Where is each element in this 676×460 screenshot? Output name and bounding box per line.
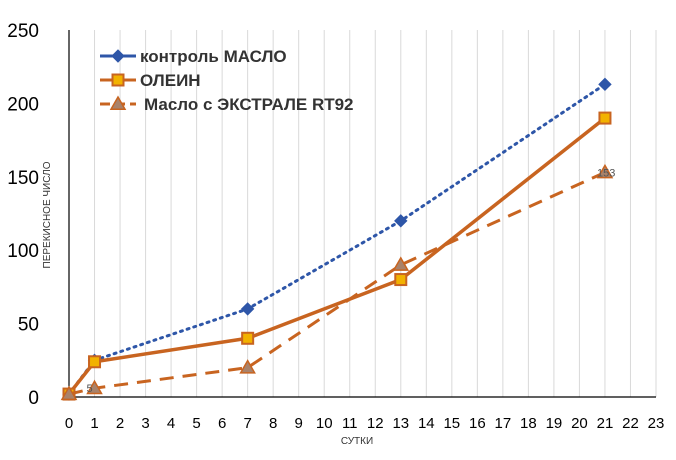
legend-entry-2: ОЛЕИН [100, 71, 201, 90]
x-tick-label: 21 [597, 415, 614, 432]
data-point [88, 355, 102, 369]
x-tick-label: 17 [495, 415, 512, 432]
x-tick-label: 2 [116, 415, 124, 432]
x-tick-label: 14 [418, 415, 435, 432]
legend-entry-1: контроль МАСЛО [100, 47, 287, 66]
x-tick-label: 3 [141, 415, 149, 432]
x-tick-label: 15 [443, 415, 460, 432]
y-tick-label: 0 [28, 388, 39, 409]
data-labels: 5 153 [87, 167, 616, 395]
data-point [60, 385, 78, 401]
data-point [239, 359, 256, 374]
series-3 [60, 163, 614, 401]
y-tick-label: 150 [7, 168, 39, 189]
x-tick-label: 18 [520, 415, 537, 432]
y-tick-label: 50 [18, 315, 39, 336]
x-tick-label: 10 [316, 415, 333, 432]
data-point [241, 331, 255, 345]
legend-swatch-marker [111, 73, 125, 87]
x-tick-label: 6 [218, 415, 226, 432]
y-axis-title: ПЕРЕКИСНОЕ ЧИСЛО [42, 161, 53, 268]
x-tick-label: 20 [571, 415, 588, 432]
legend-swatch-marker [109, 95, 127, 110]
series-line [68, 171, 606, 396]
x-tick-label: 16 [469, 415, 486, 432]
series [60, 77, 614, 401]
data-label: 153 [597, 167, 615, 179]
data-point [598, 77, 612, 92]
x-tick-label: 12 [367, 415, 384, 432]
x-tick-label: 8 [269, 415, 277, 432]
legend-swatch-marker [111, 49, 125, 63]
data-point [86, 379, 103, 395]
x-tick-label: 1 [90, 415, 98, 432]
series-line [67, 82, 607, 396]
grid [94, 30, 657, 397]
y-tick-label: 200 [7, 94, 39, 115]
data-point [394, 214, 408, 228]
data-label: 5 [87, 383, 93, 395]
x-tick-label: 7 [243, 415, 251, 432]
y-tick-label: 250 [7, 21, 39, 42]
legend: контроль МАСЛО ОЛЕИН Масло с ЭКСТРАЛЕ RT92 [100, 47, 354, 114]
x-tick-label: 4 [167, 415, 175, 432]
y-tick-label: 100 [7, 241, 39, 262]
legend-label: контроль МАСЛО [140, 47, 287, 66]
x-tick-label: 22 [622, 415, 639, 432]
legend-label: ОЛЕИН [140, 71, 201, 90]
x-tick-label: 5 [192, 415, 200, 432]
x-tick-label: 19 [546, 415, 563, 432]
x-tick-label: 23 [648, 415, 665, 432]
x-tick-label: 0 [65, 415, 73, 432]
x-axis-title: СУТКИ [341, 436, 373, 447]
x-tick-label: 11 [342, 415, 358, 432]
x-tick-label: 9 [295, 415, 303, 432]
data-point [596, 163, 614, 179]
data-point [598, 111, 612, 125]
series-2 [62, 111, 612, 401]
x-tick-label: 13 [392, 415, 409, 432]
legend-entry-3: Масло с ЭКСТРАЛЕ RT92 [100, 95, 354, 114]
data-point [240, 302, 255, 316]
data-point [392, 256, 410, 271]
legend-label: Масло с ЭКСТРАЛЕ RT92 [144, 95, 354, 114]
data-point [394, 273, 408, 287]
